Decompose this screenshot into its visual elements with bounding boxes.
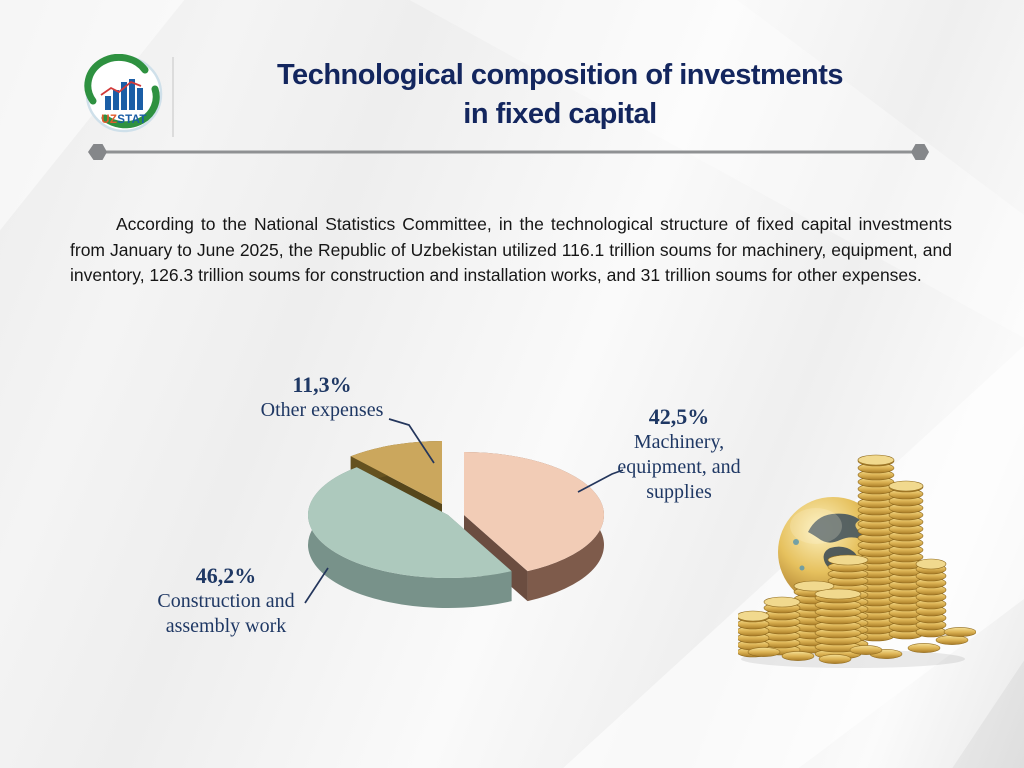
coin-stacks (738, 454, 976, 664)
uzstat-logo-icon: UZSTAT (84, 54, 163, 133)
pie-slice-0 (464, 452, 605, 572)
pie-value-other-expenses: 11,3% (292, 372, 352, 397)
pie-slice-1 (307, 467, 512, 609)
title-underline (88, 144, 929, 160)
pie-slice-1 (448, 515, 512, 602)
coin (747, 647, 781, 657)
logo-trend-line (100, 80, 142, 96)
header-divider (172, 57, 174, 137)
coin (857, 454, 895, 466)
coin (818, 654, 852, 664)
pie-slice-2 (350, 456, 442, 534)
logo-bar-chart-icon (105, 79, 143, 110)
page-title-line1: Technological composition of investments (277, 59, 843, 91)
pie-slice-0 (464, 515, 528, 602)
pie-label-other-expenses: 11,3% Other expenses (222, 372, 422, 423)
coin (907, 643, 941, 653)
pie-slice-1 (307, 467, 512, 579)
coin (943, 627, 976, 637)
pie-slice-0 (464, 452, 605, 602)
pie-slice-2 (350, 441, 442, 504)
coin (814, 588, 862, 600)
logo-swoosh-bottom (101, 85, 160, 129)
pie-value-construction: 46,2% (195, 563, 257, 588)
pie-slice-1 (356, 467, 448, 545)
coins-globe-illustration (738, 454, 976, 668)
coin (763, 596, 801, 608)
summary-paragraph: According to the National Statistics Com… (70, 214, 952, 285)
page-title: Technological composition of investments… (180, 56, 940, 134)
coin (827, 554, 869, 566)
page-title-line2: in fixed capital (463, 98, 657, 130)
coin (888, 480, 924, 492)
coin (849, 645, 883, 655)
logo-swoosh-top (84, 54, 149, 105)
pie-label-construction: 46,2% Construction and assembly work (128, 563, 324, 639)
rule-cap-right (911, 144, 929, 160)
coin (781, 651, 815, 661)
pie-value-machinery: 42,5% (648, 404, 710, 429)
coin (738, 610, 770, 622)
coin (793, 580, 835, 592)
rule-cap-left (88, 144, 107, 160)
pie-label-machinery: 42,5% Machinery, equipment, and supplies (593, 404, 765, 505)
pie-slice-2 (350, 441, 442, 487)
logo-wordmark: UZSTAT (101, 114, 146, 126)
coin (915, 558, 947, 570)
leader-line-other (388, 418, 435, 464)
